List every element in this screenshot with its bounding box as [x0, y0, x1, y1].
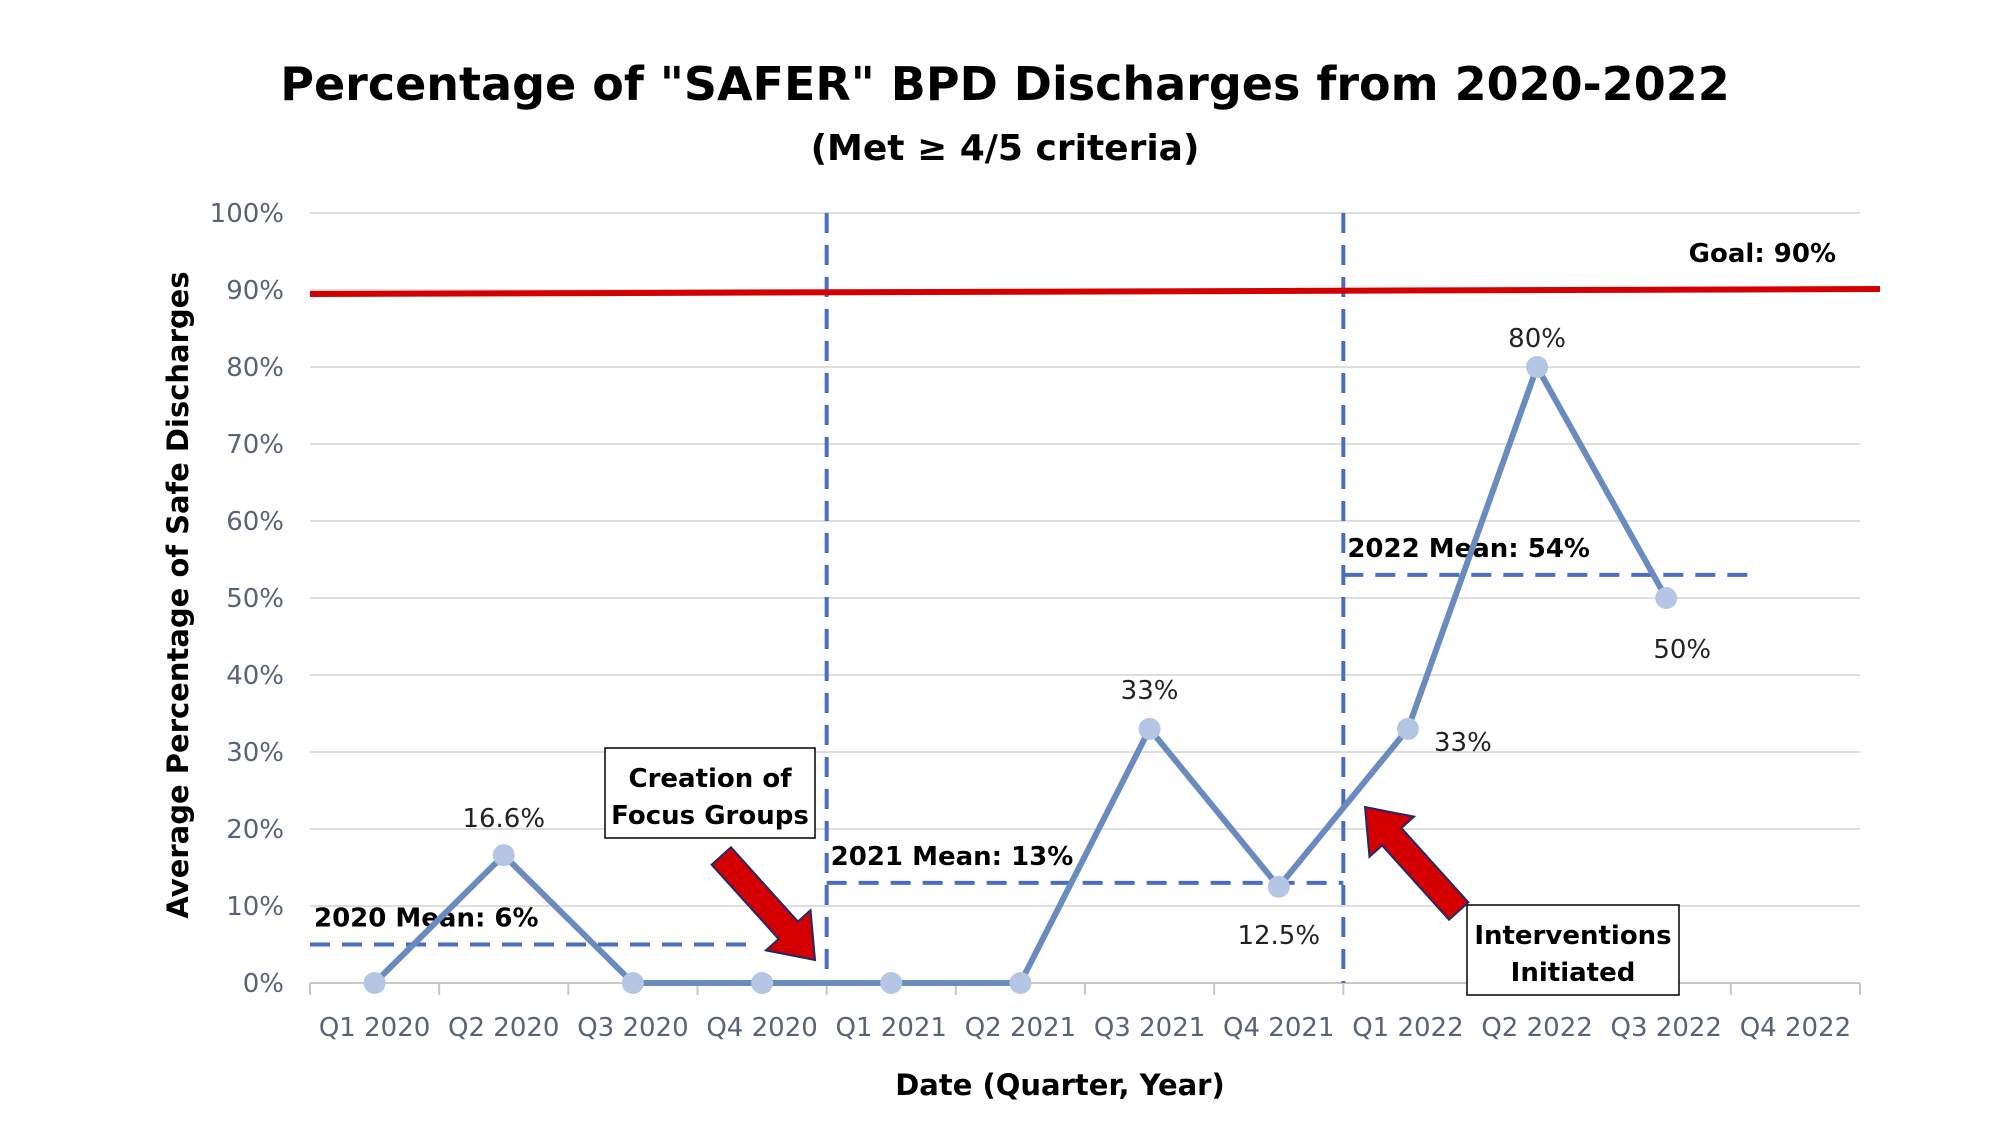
- x-axis-ticks: Q1 2020 Q2 2020 Q3 2020 Q4 2020 Q1 2021 Q2 20…: [309, 983, 1861, 1043]
- y-tick-label: 0%: [243, 969, 284, 999]
- data-point: [1267, 875, 1290, 898]
- interventions-annotation-box: [1466, 904, 1680, 996]
- series-group: [363, 356, 1678, 994]
- goal-label: Goal: 90%: [1689, 239, 1836, 269]
- data-point: [880, 972, 903, 994]
- data-label: 16.6%: [462, 804, 545, 834]
- x-tick-label: Q1 2021: [836, 1013, 947, 1043]
- y-tick-label: 100%: [210, 199, 284, 229]
- data-point: [1396, 717, 1419, 740]
- data-point: [1138, 717, 1161, 740]
- x-tick-label: Q4 2020: [706, 1013, 817, 1043]
- data-label: 12.5%: [1237, 921, 1320, 951]
- y-tick-label: 60%: [226, 507, 284, 537]
- x-tick-label: Q3 2022: [1611, 1013, 1722, 1043]
- mean-lines: 2020 Mean: 6%2021 Mean: 13%2022 Mean: 54…: [310, 534, 1757, 947]
- y-axis-title: Average Percentage of Safe Discharges: [161, 271, 195, 918]
- grid: [310, 212, 1860, 984]
- annotations: Creation of Focus Groups Interventions Init…: [604, 747, 1680, 996]
- chart-title: Percentage of "SAFER" BPD Discharges fro…: [280, 57, 1730, 111]
- x-axis-title: Date (Quarter, Year): [895, 1068, 1225, 1102]
- goal-line-group: Goal: 90%: [309, 239, 1881, 297]
- x-tick-label: Q4 2021: [1223, 1013, 1334, 1043]
- y-tick-label: 10%: [226, 892, 284, 922]
- interventions-annotation-text: Initiated: [1511, 958, 1636, 988]
- y-tick-label: 70%: [226, 430, 284, 460]
- data-label: 80%: [1508, 324, 1566, 354]
- data-point: [1655, 587, 1678, 609]
- data-point: [1009, 972, 1032, 994]
- data-label: 50%: [1653, 635, 1711, 665]
- x-tick-label: Q2 2021: [965, 1013, 1076, 1043]
- interventions-annotation-text: Interventions: [1474, 921, 1671, 951]
- y-tick-label: 80%: [226, 353, 284, 383]
- x-tick-label: Q1 2020: [319, 1013, 430, 1043]
- x-tick-label: Q1 2022: [1352, 1013, 1463, 1043]
- mean-label: 2021 Mean: 13%: [831, 842, 1074, 872]
- focus-groups-arrow: [710, 845, 817, 962]
- data-point: [621, 972, 644, 994]
- x-tick-label: Q3 2021: [1094, 1013, 1205, 1043]
- data-label: 33%: [1121, 676, 1179, 706]
- y-tick-label: 40%: [226, 661, 284, 691]
- x-tick-label: Q4 2022: [1740, 1013, 1851, 1043]
- interventions-arrow: [1363, 805, 1470, 922]
- focus-groups-annotation-text: Creation of: [628, 764, 792, 794]
- y-tick-label: 20%: [226, 815, 284, 845]
- phase-dividers: [824, 213, 1346, 983]
- x-tick-label: Q2 2022: [1481, 1013, 1592, 1043]
- data-point: [492, 844, 515, 867]
- chart-subtitle: (Met ≥ 4/5 criteria): [811, 128, 1200, 169]
- x-tick-label: Q2 2020: [448, 1013, 559, 1043]
- data-label: 33%: [1434, 728, 1492, 758]
- data-point: [363, 972, 386, 994]
- y-tick-label: 30%: [226, 738, 284, 768]
- focus-groups-annotation-text: Focus Groups: [611, 801, 809, 831]
- y-tick-label: 90%: [226, 276, 284, 306]
- data-point: [1526, 356, 1549, 378]
- y-axis-ticks: 0% 10% 20% 30% 40% 50% 60% 70% 80% 90% 100%: [210, 199, 284, 999]
- focus-groups-annotation-box: [604, 747, 816, 839]
- x-tick-label: Q3 2020: [577, 1013, 688, 1043]
- goal-line: [309, 286, 1881, 297]
- y-tick-label: 50%: [226, 584, 284, 614]
- data-labels: 16.6% 33% 12.5% 33% 80% 50%: [462, 324, 1711, 951]
- data-point: [751, 972, 774, 994]
